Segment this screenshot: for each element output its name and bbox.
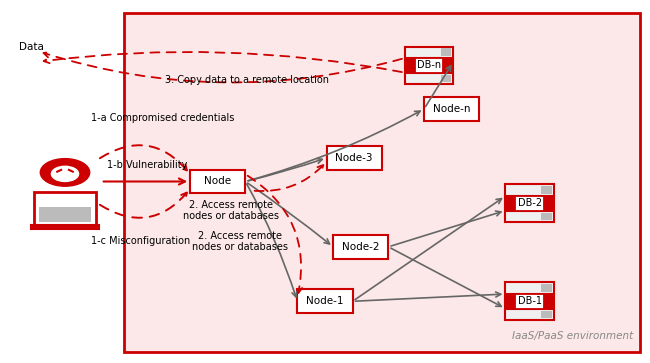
Text: IaaS/PaaS environment: IaaS/PaaS environment	[512, 331, 634, 341]
FancyBboxPatch shape	[506, 296, 554, 307]
FancyBboxPatch shape	[34, 192, 96, 225]
Text: Node-3: Node-3	[335, 153, 373, 163]
FancyBboxPatch shape	[190, 170, 246, 193]
FancyBboxPatch shape	[404, 46, 454, 58]
FancyBboxPatch shape	[31, 225, 99, 229]
FancyBboxPatch shape	[541, 284, 552, 292]
FancyBboxPatch shape	[541, 311, 552, 318]
Text: Node-1: Node-1	[306, 296, 344, 306]
Text: DB-n: DB-n	[417, 60, 441, 70]
FancyBboxPatch shape	[506, 198, 554, 209]
Text: 1-b Vulnerability: 1-b Vulnerability	[107, 160, 188, 170]
FancyBboxPatch shape	[327, 146, 382, 170]
Text: Node-2: Node-2	[342, 242, 380, 252]
Text: DB-1: DB-1	[518, 296, 541, 306]
FancyBboxPatch shape	[404, 73, 454, 84]
Text: Data: Data	[20, 42, 44, 52]
FancyBboxPatch shape	[506, 184, 554, 196]
FancyBboxPatch shape	[124, 13, 640, 352]
FancyBboxPatch shape	[541, 213, 552, 220]
Text: 1-c Misconfiguration: 1-c Misconfiguration	[91, 236, 190, 246]
FancyBboxPatch shape	[298, 290, 352, 313]
FancyBboxPatch shape	[333, 235, 389, 258]
Circle shape	[51, 166, 79, 182]
Text: Node-n: Node-n	[433, 104, 471, 114]
FancyBboxPatch shape	[39, 207, 91, 222]
FancyBboxPatch shape	[404, 60, 454, 71]
Text: 2. Access remote
nodes or databases: 2. Access remote nodes or databases	[183, 200, 279, 221]
FancyBboxPatch shape	[441, 48, 451, 56]
FancyBboxPatch shape	[506, 282, 554, 294]
Circle shape	[40, 159, 90, 186]
FancyBboxPatch shape	[424, 97, 479, 121]
FancyBboxPatch shape	[541, 186, 552, 194]
Text: Node: Node	[204, 176, 231, 187]
FancyBboxPatch shape	[506, 309, 554, 320]
Text: 1-a Compromised credentials: 1-a Compromised credentials	[91, 113, 235, 123]
FancyBboxPatch shape	[441, 75, 451, 82]
Text: 2. Access remote
nodes or databases: 2. Access remote nodes or databases	[192, 231, 289, 252]
Text: DB-2: DB-2	[517, 198, 542, 208]
Text: 3. Copy data to a remote location: 3. Copy data to a remote location	[165, 75, 329, 85]
FancyBboxPatch shape	[506, 211, 554, 222]
